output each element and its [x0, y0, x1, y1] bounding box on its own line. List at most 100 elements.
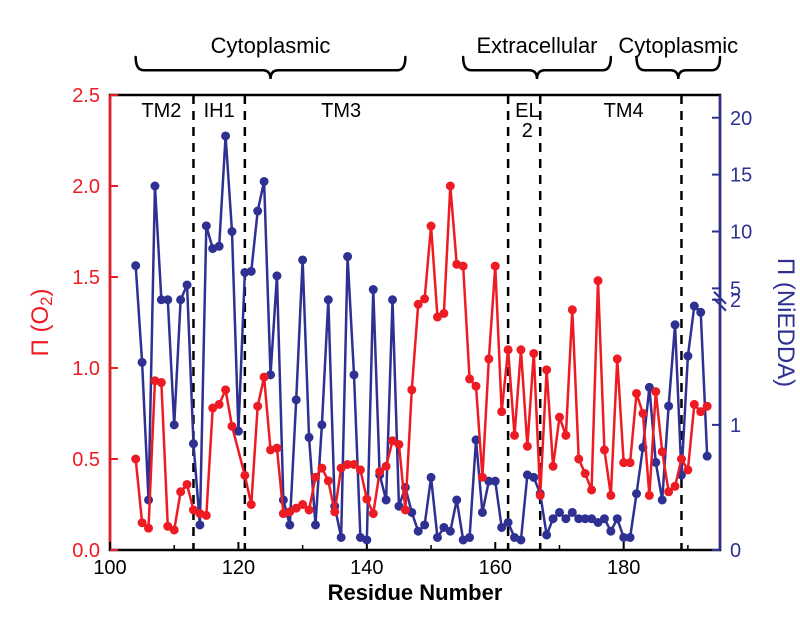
yr-tick-label: 20: [730, 108, 752, 130]
series-marker-Pi_O2: [421, 295, 429, 303]
series-marker-Pi_O2: [331, 508, 339, 516]
topology-brace: [136, 57, 406, 79]
topology-label: Cytoplasmic: [211, 33, 331, 58]
series-marker-Pi_O2: [645, 491, 653, 499]
series-marker-Pi_O2: [369, 510, 377, 518]
series-marker-Pi_NiEDDA: [478, 508, 486, 516]
series-marker-Pi_NiEDDA: [658, 496, 666, 504]
series-marker-Pi_NiEDDA: [530, 473, 538, 481]
series-marker-Pi_O2: [459, 262, 467, 270]
series-marker-Pi_NiEDDA: [344, 253, 352, 261]
series-marker-Pi_O2: [440, 309, 448, 317]
series-marker-Pi_O2: [157, 379, 165, 387]
series-marker-Pi_NiEDDA: [337, 533, 345, 541]
series-marker-Pi_NiEDDA: [363, 536, 371, 544]
topology-brace: [637, 57, 720, 79]
yl-tick-label: 2.5: [72, 85, 100, 107]
yl-tick-label: 1.0: [72, 358, 100, 380]
series-marker-Pi_NiEDDA: [228, 228, 236, 236]
series-marker-Pi_O2: [305, 506, 313, 514]
series-marker-Pi_O2: [607, 491, 615, 499]
series-marker-Pi_NiEDDA: [446, 527, 454, 535]
yl-tick-label: 2.0: [72, 176, 100, 198]
series-marker-Pi_O2: [356, 466, 364, 474]
series-marker-Pi_NiEDDA: [247, 267, 255, 275]
series-marker-Pi_O2: [517, 346, 525, 354]
series-marker-Pi_NiEDDA: [568, 508, 576, 516]
series-marker-Pi_NiEDDA: [196, 521, 204, 529]
series-marker-Pi_O2: [575, 455, 583, 463]
chart-svg: 100120140160180Residue Number0.00.51.01.…: [0, 0, 800, 633]
series-marker-Pi_NiEDDA: [665, 402, 673, 410]
series-marker-Pi_NiEDDA: [254, 207, 262, 215]
series-marker-Pi_O2: [633, 389, 641, 397]
series-marker-Pi_O2: [247, 501, 255, 509]
series-marker-Pi_O2: [594, 277, 602, 285]
series-marker-Pi_O2: [498, 408, 506, 416]
series-marker-Pi_O2: [446, 182, 454, 190]
yr-tick-label: 0: [730, 540, 741, 562]
series-marker-Pi_NiEDDA: [389, 296, 397, 304]
series-marker-Pi_NiEDDA: [170, 421, 178, 429]
series-marker-Pi_NiEDDA: [138, 358, 146, 366]
series-marker-Pi_O2: [639, 410, 647, 418]
series-marker-Pi_O2: [222, 386, 230, 394]
series-marker-Pi_NiEDDA: [132, 262, 140, 270]
series-marker-Pi_O2: [395, 440, 403, 448]
series-marker-Pi_O2: [472, 382, 480, 390]
series-marker-Pi_NiEDDA: [549, 515, 557, 523]
y-axis-right-label: Π (NiEDDA): [772, 258, 799, 387]
series-marker-Pi_O2: [690, 400, 698, 408]
series-marker-Pi_NiEDDA: [427, 473, 435, 481]
series-marker-Pi_NiEDDA: [382, 496, 390, 504]
series-marker-Pi_NiEDDA: [671, 321, 679, 329]
series-marker-Pi_O2: [568, 306, 576, 314]
region-label: IH1: [204, 100, 235, 122]
series-marker-Pi_NiEDDA: [318, 421, 326, 429]
series-marker-Pi_NiEDDA: [690, 302, 698, 310]
series-marker-Pi_NiEDDA: [613, 515, 621, 523]
series-marker-Pi_O2: [600, 446, 608, 454]
series-marker-Pi_O2: [241, 471, 249, 479]
region-label: EL: [515, 100, 539, 122]
series-marker-Pi_O2: [684, 466, 692, 474]
series-marker-Pi_O2: [324, 477, 332, 485]
series-marker-Pi_O2: [401, 506, 409, 514]
x-tick-label: 140: [350, 557, 383, 579]
series-marker-Pi_O2: [491, 262, 499, 270]
series-marker-Pi_NiEDDA: [421, 521, 429, 529]
series-marker-Pi_NiEDDA: [305, 433, 313, 441]
topology-brace-group: [136, 57, 406, 79]
yr-tick-label: 1: [730, 415, 741, 437]
series-marker-Pi_NiEDDA: [555, 508, 563, 516]
series-marker-Pi_NiEDDA: [311, 521, 319, 529]
series-marker-Pi_NiEDDA: [299, 256, 307, 264]
series-marker-Pi_NiEDDA: [177, 296, 185, 304]
series-marker-Pi_O2: [132, 455, 140, 463]
series-marker-Pi_O2: [466, 375, 474, 383]
series-marker-Pi_O2: [177, 488, 185, 496]
series-marker-Pi_O2: [504, 346, 512, 354]
series-marker-Pi_NiEDDA: [626, 533, 634, 541]
series-marker-Pi_NiEDDA: [189, 440, 197, 448]
series-line-Pi_NiEDDA: [136, 136, 707, 540]
series-marker-Pi_O2: [549, 462, 557, 470]
topology-label: Extracellular: [476, 33, 597, 58]
series-marker-Pi_O2: [485, 355, 493, 363]
series-marker-Pi_NiEDDA: [151, 182, 159, 190]
series-marker-Pi_O2: [671, 482, 679, 490]
series-marker-Pi_O2: [555, 413, 563, 421]
series-marker-Pi_O2: [530, 349, 538, 357]
series-marker-Pi_O2: [228, 422, 236, 430]
yl-tick-label: 0.0: [72, 540, 100, 562]
x-tick-label: 180: [607, 557, 640, 579]
series-marker-Pi_NiEDDA: [273, 272, 281, 280]
topology-label: Cytoplasmic: [618, 33, 738, 58]
series-marker-Pi_O2: [543, 366, 551, 374]
yr-tick-label: 15: [730, 165, 752, 187]
series-marker-Pi_NiEDDA: [466, 533, 474, 541]
series-marker-Pi_NiEDDA: [633, 490, 641, 498]
series-marker-Pi_NiEDDA: [292, 396, 300, 404]
yr-tick-label: 10: [730, 222, 752, 244]
series-marker-Pi_O2: [536, 491, 544, 499]
